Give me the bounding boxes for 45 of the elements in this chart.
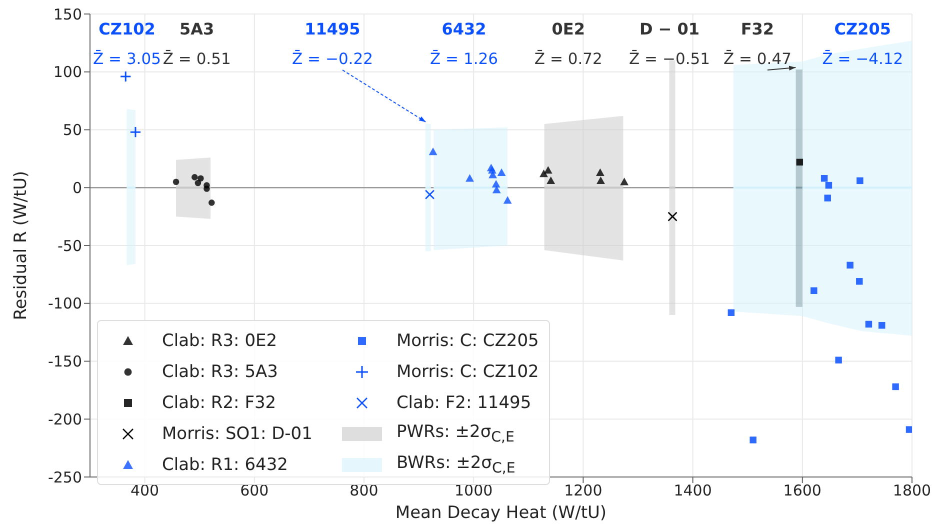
legend-label: PWRs: ±2σ$_{C,E}$ [396,422,514,446]
annotation: 0E2 [552,19,586,38]
annotation: 5A3 [180,19,214,38]
legend-label: Clab: F2: 11495 [396,392,532,412]
annotation: Z̄ = 0.72 [534,49,602,68]
y-axis-title: Residual R (W/tU) [11,170,32,320]
legend-label: Clab: R3: 5A3 [162,362,278,382]
y-tick-label: 150 [53,5,82,24]
annotation: F32 [740,19,774,38]
annotation: Z̄ = −0.51 [629,49,710,68]
annotation: CZ205 [834,19,892,38]
x-tick-label: 1800 [892,482,932,500]
x-axis-title: Mean Decay Heat (W/tU) [395,503,607,523]
y-tick-label: -50 [58,236,82,255]
annotation: Z̄ = −4.12 [822,49,904,68]
x-tick-label: 1000 [454,482,493,500]
x-tick-label: 1600 [783,482,822,500]
x-tick-label: 800 [350,482,378,500]
annotation: 11495 [304,19,360,38]
annotation: Z̄ = −0.22 [292,49,373,68]
annotation: 6432 [442,19,486,38]
legend-label: Morris: C: CZ102 [396,362,539,382]
annotation: Z̄ = 0.47 [723,49,792,68]
y-tick-label: 100 [53,63,82,82]
legend-label: Morris: SO1: D-01 [162,424,312,444]
x-tick-label: 1200 [564,482,602,500]
annotation: Z̄ = 1.26 [430,49,498,68]
annotation: Z̄ = 3.05 [93,49,161,68]
x-tick-label: 600 [240,482,269,500]
y-tick-label: -150 [48,352,82,371]
y-tick-label: -250 [48,468,82,486]
legend-label: Clab: R1: 6432 [162,454,288,474]
annotation: D − 01 [639,19,700,38]
x-tick-label: 400 [130,482,160,500]
y-tick-label: 0 [72,178,82,197]
x-tick-label: 1400 [674,482,712,500]
annotation: CZ102 [98,19,156,38]
legend-label: Morris: C: CZ205 [396,330,539,350]
legend-label: BWRs: ±2σ$_{C,E}$ [396,452,516,476]
legend-label: Clab: R2: F32 [162,392,276,412]
y-tick-label: -200 [48,410,82,428]
y-tick-label: -100 [48,294,82,313]
y-tick-label: 50 [62,121,82,140]
legend-label: Clab: R3: 0E2 [162,330,278,350]
annotation: Z̄ = 0.51 [162,49,231,68]
